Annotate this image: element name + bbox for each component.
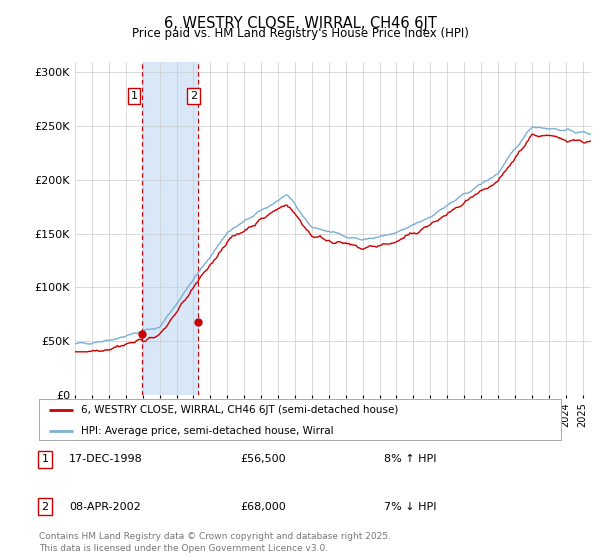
Text: 1: 1 (131, 91, 138, 101)
Text: 1: 1 (41, 454, 49, 464)
Text: 2: 2 (41, 502, 49, 512)
Text: £56,500: £56,500 (240, 454, 286, 464)
Text: 17-DEC-1998: 17-DEC-1998 (69, 454, 143, 464)
Text: 7% ↓ HPI: 7% ↓ HPI (384, 502, 437, 512)
Text: 08-APR-2002: 08-APR-2002 (69, 502, 141, 512)
Text: Price paid vs. HM Land Registry's House Price Index (HPI): Price paid vs. HM Land Registry's House … (131, 27, 469, 40)
Text: £68,000: £68,000 (240, 502, 286, 512)
Text: 6, WESTRY CLOSE, WIRRAL, CH46 6JT: 6, WESTRY CLOSE, WIRRAL, CH46 6JT (164, 16, 436, 31)
Text: 8% ↑ HPI: 8% ↑ HPI (384, 454, 437, 464)
Text: Contains HM Land Registry data © Crown copyright and database right 2025.
This d: Contains HM Land Registry data © Crown c… (39, 533, 391, 553)
Text: HPI: Average price, semi-detached house, Wirral: HPI: Average price, semi-detached house,… (81, 426, 334, 436)
Text: 6, WESTRY CLOSE, WIRRAL, CH46 6JT (semi-detached house): 6, WESTRY CLOSE, WIRRAL, CH46 6JT (semi-… (81, 405, 398, 415)
Bar (142, 62, 198, 395)
Text: 2: 2 (190, 91, 197, 101)
